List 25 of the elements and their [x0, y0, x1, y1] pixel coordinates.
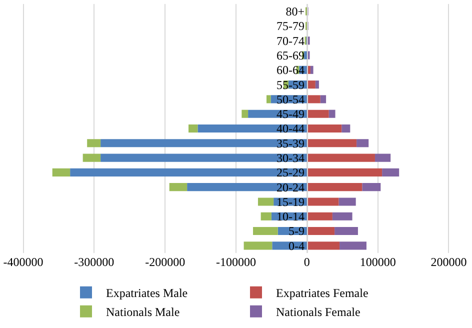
legend-label: Nationals Male [106, 305, 180, 320]
y-tick-label: 45-49 [276, 107, 305, 122]
x-tick-label: -400000 [3, 255, 44, 269]
x-tick-label: 0 [304, 255, 310, 269]
legend-label: Nationals Female [276, 305, 360, 320]
y-tick-label: 20-24 [276, 180, 305, 194]
y-tick-label: 0-4 [288, 238, 305, 253]
y-tick-label: 30-34 [276, 150, 305, 165]
legend-label: Expatriates Male [106, 286, 188, 300]
x-tick-label: 200000 [430, 255, 467, 269]
y-tick-label: 50-54 [276, 92, 305, 106]
x-tick-label: 100000 [360, 255, 396, 269]
y-tick-label: 5-9 [288, 224, 305, 238]
y-tick-label: 80+ [286, 4, 305, 19]
y-tick-label: 40-44 [276, 122, 305, 136]
x-tick-label: -300000 [74, 255, 114, 269]
x-tick-label: -100000 [216, 255, 256, 269]
y-tick-label: 25-29 [276, 166, 305, 180]
y-tick-label: 10-14 [276, 210, 305, 224]
y-tick-label: 15-19 [276, 194, 305, 209]
legend-label: Expatriates Female [276, 286, 368, 300]
y-tick-label: 75-79 [276, 19, 305, 34]
y-tick-label: 70-74 [276, 34, 305, 48]
x-tick-label: -200000 [145, 255, 186, 269]
y-tick-label: 35-39 [276, 136, 305, 150]
